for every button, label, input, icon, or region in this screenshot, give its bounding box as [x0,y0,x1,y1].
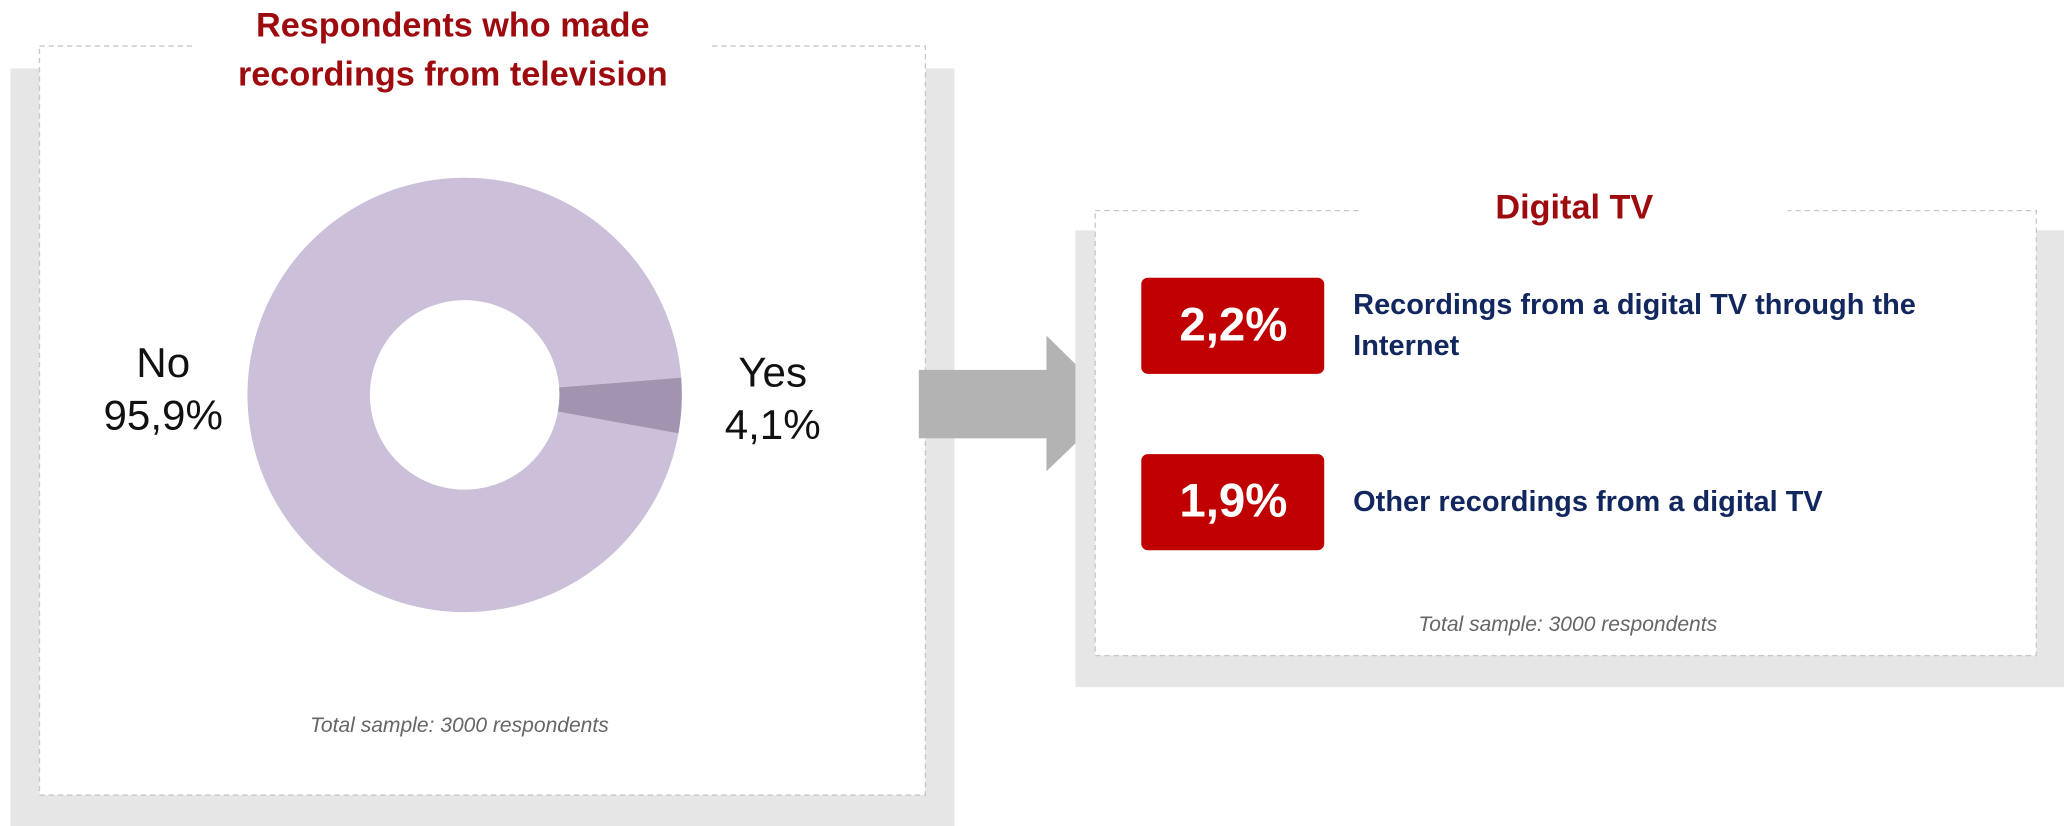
donut-slice [247,177,682,613]
donut-slice [557,377,682,434]
panel [1094,209,2038,657]
stat-text: Other recordings from a digital TV [1353,485,1823,517]
slice-value: 95,9% [104,392,223,439]
note: Total sample: 3000 respondents [310,714,609,737]
donut: No 95,9% Yes 4,1% [104,177,821,613]
panel [38,45,927,796]
items: 2,2% Recordings from a digital TV through… [1141,277,1916,551]
arrow [918,369,1048,439]
slice-label: No [136,339,190,386]
stat-text: Recordings from a digital TV through the… [1353,289,1916,362]
title-bg [1362,197,1788,237]
stat-value: 1,9% [1179,475,1287,528]
slice-value: 4,1% [725,401,821,448]
slice-label: Yes [738,348,807,395]
chart-title: Respondents who made recordings from tele… [238,7,668,94]
panel-title: Digital TV [1495,188,1653,226]
title-bg [194,0,711,106]
stat-box [1141,454,1325,551]
stat-value: 2,2% [1179,298,1287,351]
note: Total sample: 3000 respondents [1418,613,1717,636]
stat-box [1141,277,1325,374]
